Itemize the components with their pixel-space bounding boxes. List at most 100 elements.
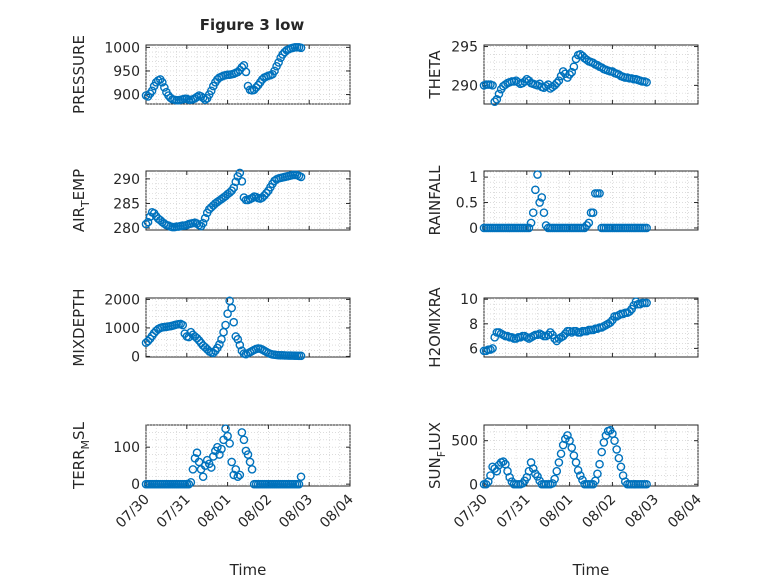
data-point [595, 459, 604, 469]
x-tick-label: 08/01 [537, 492, 577, 532]
data-point [597, 447, 607, 457]
data-point [548, 479, 557, 488]
y-tick-label: 0 [131, 477, 140, 493]
y-axis-label: THETA [426, 50, 444, 100]
data-point [247, 193, 257, 203]
data-point [270, 66, 279, 76]
data-point [595, 189, 604, 198]
x-tick-label: 08/03 [622, 492, 662, 532]
data-point [192, 92, 202, 102]
data-point [239, 435, 249, 445]
data-point [296, 472, 306, 482]
data-point [528, 208, 538, 218]
data-point [584, 218, 594, 228]
data-point [642, 479, 651, 489]
data-point [488, 344, 497, 353]
data-point [524, 223, 534, 233]
data-point [569, 62, 579, 72]
data-point [576, 471, 585, 480]
x-tick-label: 08/04 [317, 491, 357, 531]
data-point [556, 449, 566, 459]
data-point [215, 340, 224, 349]
x-tick-label: 07/31 [494, 492, 534, 532]
data-point [184, 479, 194, 489]
y-tick-label: 2000 [104, 292, 140, 308]
data-point [588, 208, 598, 218]
panel-theta: 290 295 THETA [426, 40, 699, 106]
data-point [593, 469, 602, 479]
data-point [143, 217, 153, 227]
data-point [558, 331, 568, 341]
data-point [227, 457, 236, 467]
data-point [158, 77, 167, 87]
y-tick-label: 8 [469, 317, 478, 333]
plot-area [145, 170, 351, 231]
data-point [580, 223, 589, 233]
data-point [227, 303, 236, 313]
data-point [274, 58, 283, 67]
data-point [552, 78, 562, 88]
y-axis-label: PRESSURE [70, 35, 88, 114]
y-tick-label: 1000 [104, 321, 140, 337]
y-axis-label: SUNFLUX [426, 422, 448, 489]
data-point [605, 318, 615, 327]
data-point [486, 471, 495, 480]
y-tick-label: 6 [469, 341, 478, 357]
data-point [221, 424, 230, 433]
data-point [593, 60, 602, 70]
data-point [531, 185, 540, 195]
data-point [223, 431, 232, 441]
data-point [563, 431, 572, 440]
data-point [198, 472, 208, 482]
data-point [200, 95, 210, 105]
data-point [247, 465, 257, 474]
data-point [546, 328, 555, 337]
y-tick-label: 290 [451, 78, 478, 94]
data-point [571, 458, 581, 467]
data-point [541, 81, 551, 91]
data-point [533, 472, 542, 481]
y-tick-label: 0 [131, 349, 140, 365]
data-point [198, 218, 208, 228]
data-point [233, 472, 243, 482]
data-point [160, 83, 169, 92]
data-point [554, 458, 564, 467]
data-point [241, 67, 251, 77]
data-point [552, 466, 562, 476]
data-point [481, 479, 491, 489]
data-point [200, 213, 210, 223]
data-point [490, 333, 500, 342]
data-point [612, 445, 621, 454]
data-point [513, 77, 523, 87]
data-point [147, 86, 157, 96]
panel-rainfall: 0 0.5 1 RAINFALL [426, 165, 699, 237]
data-point [206, 463, 216, 472]
data-point [642, 298, 651, 308]
y-tick-label: 0 [469, 221, 478, 237]
data-point [296, 43, 306, 53]
data-point [143, 336, 153, 346]
data-point [245, 457, 255, 467]
data-point [582, 221, 592, 230]
data-point [494, 89, 504, 99]
data-point [243, 450, 253, 459]
y-axis-label: MIXDEPTH [70, 288, 88, 366]
y-axis-label: TERRMSL [70, 421, 92, 490]
data-point [535, 198, 544, 207]
data-point [194, 457, 204, 467]
plot-area [483, 170, 699, 231]
panel-sun: 0 500 07/30 07/31 08/01 08/02 08/03 08/04 Time SU… [426, 422, 705, 579]
x-tick-label: 07/31 [154, 492, 194, 532]
data-point [178, 320, 188, 330]
data-point [492, 95, 502, 104]
data-point [567, 67, 577, 77]
data-point [539, 208, 549, 218]
data-point [235, 340, 245, 350]
data-point [543, 330, 553, 340]
plot-area [483, 44, 699, 105]
data-point [537, 193, 547, 202]
x-tick-label: 08/03 [276, 492, 316, 532]
data-point [505, 472, 514, 482]
data-point [550, 474, 559, 484]
